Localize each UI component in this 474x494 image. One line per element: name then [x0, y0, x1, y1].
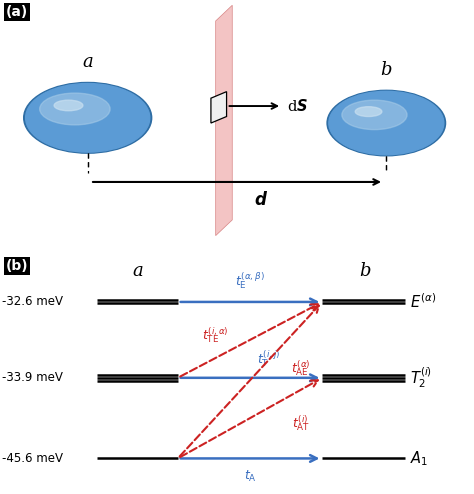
- Text: -45.6 meV: -45.6 meV: [2, 452, 64, 465]
- Ellipse shape: [355, 107, 382, 117]
- Polygon shape: [216, 5, 232, 236]
- Circle shape: [24, 82, 152, 153]
- Text: $t_\mathrm{T}^{(i,j)}$: $t_\mathrm{T}^{(i,j)}$: [257, 348, 281, 369]
- Ellipse shape: [342, 100, 407, 129]
- Circle shape: [327, 90, 446, 156]
- Text: -32.6 meV: -32.6 meV: [2, 295, 64, 308]
- Text: $t_\mathrm{AE}^{(\alpha)}$: $t_\mathrm{AE}^{(\alpha)}$: [291, 359, 311, 378]
- Text: $t_\mathrm{AT}^{(i)}$: $t_\mathrm{AT}^{(i)}$: [292, 413, 310, 433]
- Circle shape: [329, 91, 444, 155]
- Text: $t_\mathrm{E}^{(\alpha,\beta)}$: $t_\mathrm{E}^{(\alpha,\beta)}$: [235, 270, 265, 291]
- Text: a: a: [82, 53, 93, 71]
- Text: (a): (a): [6, 5, 28, 19]
- Text: $t_\mathrm{TE}^{(i,\alpha)}$: $t_\mathrm{TE}^{(i,\alpha)}$: [202, 326, 229, 345]
- Text: b: b: [359, 262, 371, 280]
- Text: $\boldsymbol{d}$: $\boldsymbol{d}$: [254, 191, 268, 209]
- Ellipse shape: [40, 93, 110, 125]
- Polygon shape: [211, 92, 227, 123]
- Text: d$\boldsymbol{S}$: d$\boldsymbol{S}$: [287, 97, 308, 114]
- Text: a: a: [132, 262, 143, 280]
- Ellipse shape: [54, 100, 83, 111]
- Text: $t_\mathrm{A}$: $t_\mathrm{A}$: [244, 469, 256, 484]
- Text: b: b: [381, 61, 392, 79]
- Text: $E^{(\alpha)}$: $E^{(\alpha)}$: [410, 292, 436, 311]
- Text: $T_2^{(i)}$: $T_2^{(i)}$: [410, 366, 432, 390]
- Text: $A_1$: $A_1$: [410, 449, 428, 468]
- Circle shape: [26, 83, 150, 152]
- Text: -33.9 meV: -33.9 meV: [2, 371, 63, 384]
- Text: (b): (b): [6, 259, 28, 273]
- Text: $S$: $S$: [217, 0, 230, 1]
